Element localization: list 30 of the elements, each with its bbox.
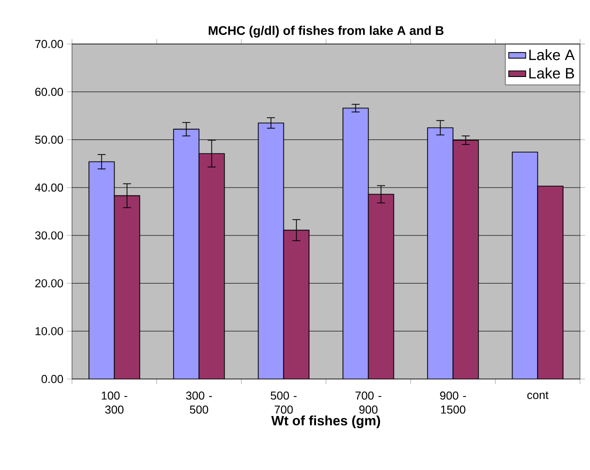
- x-tick-label: 300 - 500: [186, 392, 212, 414]
- x-axis-title: Wt of fishes (gm): [271, 416, 380, 428]
- bar: [173, 128, 200, 379]
- bar: [427, 127, 454, 379]
- y-tick-label: 60.00: [35, 88, 64, 96]
- y-tick-label: 50.00: [35, 136, 64, 144]
- bar: [88, 161, 115, 379]
- y-tick-label: 20.00: [35, 279, 64, 288]
- legend-label: Lake A: [529, 49, 575, 60]
- bar: [198, 153, 225, 379]
- bar: [537, 186, 564, 379]
- chart-title: MCHC (g/dl) of fishes from lake A and B: [208, 26, 444, 38]
- y-tick-label: 30.00: [35, 231, 64, 240]
- bar: [342, 108, 369, 379]
- y-tick-label: 40.00: [34, 184, 64, 192]
- x-tick-label: 100 - 300: [102, 392, 128, 414]
- y-tick-label: 10.00: [36, 327, 64, 336]
- y-tick-label: 70.00: [35, 40, 64, 48]
- x-tick-label: 900 - 1500: [440, 392, 466, 414]
- bar: [512, 152, 538, 379]
- bar: [114, 195, 140, 379]
- y-tick-label: 0.00: [42, 374, 64, 384]
- bar: [283, 230, 310, 379]
- bar: [368, 194, 394, 379]
- x-tick-label: 500 - 700: [270, 392, 297, 414]
- bar: [452, 140, 479, 379]
- bar: [258, 122, 284, 379]
- legend-label: Lake B: [529, 68, 574, 79]
- x-tick-label: cont: [527, 392, 548, 400]
- x-tick-label: 700 - 900: [356, 392, 382, 414]
